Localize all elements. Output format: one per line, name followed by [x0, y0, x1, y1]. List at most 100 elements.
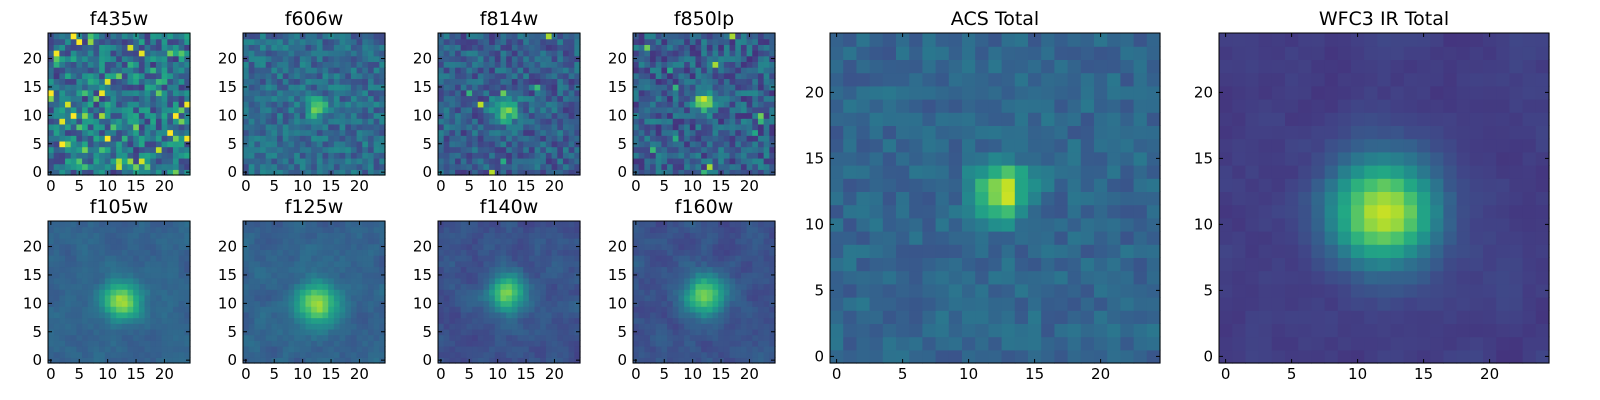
heatmap-cell [701, 272, 708, 279]
heatmap-cell [150, 255, 157, 262]
heatmap-cell [70, 221, 77, 228]
heatmap-cell [161, 328, 168, 336]
heatmap-cell [65, 95, 72, 102]
heatmap-cell [545, 169, 553, 176]
heatmap-cell [438, 61, 445, 68]
heatmap-cell [282, 163, 290, 170]
heatmap-cell [678, 294, 685, 302]
heatmap-cell [678, 55, 685, 62]
heatmap-cell [178, 260, 185, 268]
heatmap-cell [53, 323, 60, 330]
heatmap-cell [723, 33, 731, 40]
heatmap-cell [534, 255, 541, 262]
heatmap-cell [82, 55, 89, 62]
heatmap-cell [345, 78, 352, 85]
heatmap-cell [517, 129, 524, 136]
heatmap-cell [294, 238, 301, 245]
heatmap-cell [65, 345, 72, 353]
heatmap-cell [138, 33, 146, 40]
heatmap-cell [305, 260, 312, 268]
heatmap-cell [757, 306, 765, 313]
heatmap-cell [763, 317, 770, 324]
heatmap-cell [443, 55, 450, 62]
heatmap-cell [265, 72, 272, 80]
heatmap-cell [316, 260, 324, 268]
heatmap-cell [76, 351, 83, 358]
heatmap-cell [53, 140, 60, 148]
x-tick-label: 0 [631, 177, 641, 195]
heatmap-cell [288, 345, 295, 353]
heatmap-cell [477, 163, 485, 170]
heatmap-cell [684, 112, 691, 119]
heatmap-cell [243, 95, 250, 102]
heatmap-cell [769, 38, 776, 45]
heatmap-cell [144, 317, 151, 324]
heatmap-cell [511, 135, 519, 142]
heatmap-cell [460, 249, 467, 256]
heatmap-cell [517, 95, 524, 102]
heatmap-cell [350, 311, 358, 319]
heatmap-cell [277, 283, 284, 290]
heatmap-cell [746, 44, 753, 51]
heatmap-cell [184, 72, 191, 80]
x-tick-label: 10 [98, 177, 117, 195]
heatmap-cell [500, 351, 507, 358]
heatmap-cell [494, 146, 502, 153]
heatmap-cell [729, 289, 736, 296]
heatmap-cell [511, 272, 519, 279]
heatmap-cell [172, 260, 180, 268]
heatmap-cell [506, 50, 513, 57]
heatmap-cell [689, 38, 697, 45]
heatmap-cell [460, 317, 467, 324]
heatmap-cell [472, 311, 479, 319]
heatmap-cell [260, 78, 267, 85]
heatmap-cell [449, 340, 456, 347]
heatmap-cell [48, 311, 55, 319]
heatmap-cell [356, 50, 363, 57]
heatmap-cell [127, 152, 134, 159]
heatmap-cell [568, 266, 575, 273]
heatmap-cell [568, 129, 575, 136]
heatmap-cell [48, 351, 55, 358]
heatmap-cell [356, 272, 363, 279]
heatmap-cell [260, 72, 267, 80]
heatmap-cell [99, 232, 106, 239]
heatmap-cell [104, 249, 112, 256]
heatmap-cell [373, 55, 380, 62]
heatmap-cell [48, 323, 55, 330]
heatmap-cell [345, 232, 352, 239]
y-tick-label: 5 [422, 135, 432, 153]
heatmap-cell [243, 306, 250, 313]
heatmap-cell [59, 351, 66, 358]
heatmap-cell [362, 283, 369, 290]
heatmap-cell [144, 61, 151, 68]
heatmap-cell [562, 101, 570, 108]
heatmap-cell [718, 306, 725, 313]
heatmap-cell [311, 283, 318, 290]
heatmap-cell [449, 163, 456, 170]
heatmap-cell [277, 95, 284, 102]
heatmap-cell [667, 272, 674, 279]
heatmap-cell [155, 163, 163, 170]
heatmap-cell [104, 101, 112, 108]
heatmap-cell [712, 135, 719, 142]
heatmap-cell [127, 260, 134, 268]
heatmap-cell [545, 135, 553, 142]
heatmap-cell [150, 118, 157, 125]
heatmap-cell [672, 328, 680, 336]
heatmap-cell [76, 226, 83, 233]
heatmap-cell [322, 146, 329, 153]
heatmap-cell [82, 152, 89, 159]
heatmap-cell [121, 72, 129, 80]
heatmap-cell [746, 283, 753, 290]
heatmap-cell [689, 123, 697, 131]
heatmap-cell [316, 345, 324, 353]
heatmap-cell [740, 357, 748, 364]
heatmap-cell [161, 260, 168, 268]
panel-title: f140w [480, 196, 539, 218]
heatmap-cell [305, 163, 312, 170]
heatmap-cell [466, 84, 473, 91]
heatmap-cell [167, 140, 174, 148]
heatmap-cell [511, 249, 519, 256]
